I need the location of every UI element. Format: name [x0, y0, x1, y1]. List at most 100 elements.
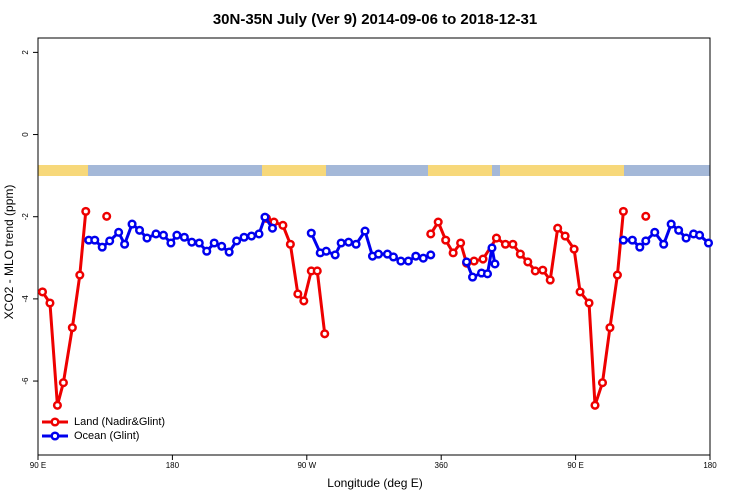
point [336, 238, 346, 248]
series-line [88, 213, 710, 280]
point [232, 236, 242, 246]
point [373, 249, 384, 259]
y-tick-label: -2 [21, 213, 30, 221]
point [523, 257, 533, 267]
point [246, 231, 257, 241]
point [172, 230, 182, 240]
point [120, 239, 130, 249]
point [441, 235, 451, 245]
x-tick-label: 360 [435, 461, 449, 470]
point [194, 238, 204, 248]
point [127, 219, 137, 229]
point [433, 217, 443, 227]
point [351, 239, 361, 249]
point [650, 227, 660, 237]
legend-marker [50, 417, 60, 427]
point [462, 257, 472, 267]
point [102, 211, 112, 221]
point [267, 223, 278, 233]
point [90, 235, 100, 245]
point [426, 250, 436, 260]
point [254, 229, 264, 239]
point [575, 287, 585, 297]
point [278, 220, 288, 230]
x-axis-label: Longitude (deg E) [327, 476, 422, 490]
point [590, 400, 600, 410]
y-tick-label: 0 [21, 132, 30, 137]
point [487, 243, 497, 253]
point [142, 233, 152, 243]
y-tick-label: -4 [21, 295, 30, 303]
point [403, 256, 413, 266]
point [681, 233, 691, 243]
point [560, 231, 570, 241]
point [694, 230, 705, 240]
point [448, 248, 458, 258]
point [114, 227, 124, 237]
land-strip [38, 165, 88, 176]
point [641, 211, 651, 221]
x-tick-label: 90 E [30, 461, 46, 470]
point [158, 230, 168, 240]
point [67, 323, 77, 333]
land-strip [500, 165, 624, 176]
point [478, 254, 488, 264]
legend-label: Land (Nadir&Glint) [74, 416, 165, 428]
point [618, 206, 628, 216]
land-strip [428, 165, 492, 176]
point [674, 225, 684, 235]
point [396, 256, 406, 266]
point [97, 242, 107, 252]
point [312, 266, 322, 276]
point [618, 235, 628, 245]
point [217, 241, 227, 251]
point [418, 253, 428, 263]
point [209, 238, 219, 248]
point [597, 378, 608, 388]
point [330, 250, 340, 260]
point [612, 270, 622, 280]
point [569, 244, 579, 254]
point [641, 236, 651, 246]
point [52, 400, 62, 410]
x-tick-label: 90 W [297, 461, 316, 470]
point [411, 251, 421, 261]
point [703, 238, 714, 248]
point [482, 269, 493, 279]
point [179, 232, 189, 242]
point [37, 287, 48, 297]
point [81, 206, 91, 216]
point [239, 232, 249, 242]
point [344, 237, 354, 247]
point [360, 226, 370, 236]
point [553, 223, 563, 233]
point [224, 247, 234, 257]
y-axis-label: XCO2 - MLO trend (ppm) [2, 185, 16, 320]
ocean-strip [38, 165, 710, 176]
chart-title: 30N-35N July (Ver 9) 2014-09-06 to 2018-… [213, 11, 537, 28]
point [515, 249, 525, 259]
point [166, 238, 176, 248]
point [299, 296, 309, 306]
point [320, 329, 330, 339]
point [530, 266, 540, 276]
point [260, 212, 270, 222]
point [388, 252, 398, 262]
point [545, 275, 555, 285]
point [285, 239, 295, 249]
point [75, 270, 85, 280]
point [508, 239, 518, 249]
point [426, 229, 436, 239]
point [105, 236, 115, 246]
point [456, 238, 466, 248]
point [584, 298, 594, 308]
point [627, 235, 637, 245]
point [500, 239, 510, 249]
point [490, 259, 500, 269]
point [468, 272, 478, 282]
point [538, 265, 548, 275]
point [187, 237, 197, 247]
legend-marker [50, 431, 60, 441]
point [45, 298, 55, 308]
